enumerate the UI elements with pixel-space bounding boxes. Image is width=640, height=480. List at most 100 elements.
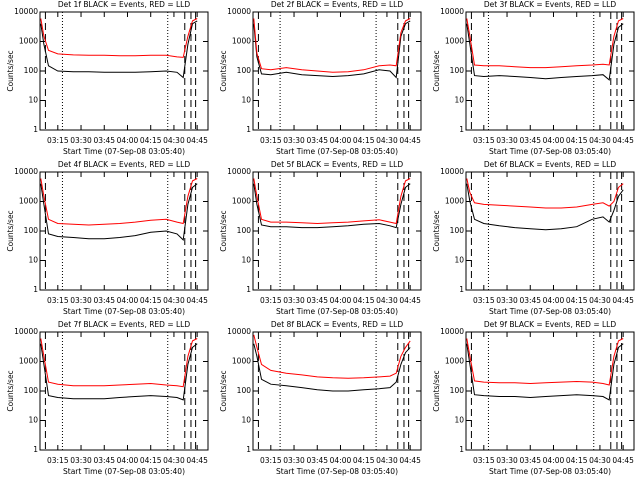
- chart-title: Det 9f BLACK = Events, RED = LLD: [484, 320, 617, 329]
- data-line: [466, 178, 624, 209]
- x-tick-label: 04:15: [353, 456, 375, 465]
- y-tick-label: 10000: [227, 167, 251, 176]
- chart-title: Det 7f BLACK = Events, RED = LLD: [58, 320, 191, 329]
- x-tick-label: 03:30: [70, 456, 92, 465]
- plot-frame: [465, 171, 635, 291]
- y-tick-label: 10000: [227, 327, 251, 336]
- data-line: [466, 338, 624, 386]
- x-tick-label: 03:15: [260, 296, 282, 305]
- x-axis-label: Start Time (07-Sep-08 03:05:40): [63, 147, 185, 156]
- chart-title: Det 5f BLACK = Events, RED = LLD: [271, 160, 404, 169]
- x-tick-label: 03:30: [283, 296, 305, 305]
- x-axis-label: Start Time (07-Sep-08 03:05:40): [276, 307, 398, 316]
- plot-frame: [465, 331, 635, 451]
- y-tick-label: 100: [237, 386, 252, 395]
- x-tick-label: 03:45: [93, 456, 115, 465]
- y-tick-label: 1: [246, 285, 251, 294]
- x-tick-label: 04:00: [117, 136, 139, 145]
- data-line: [40, 18, 198, 58]
- y-axis-label: Counts/sec: [219, 50, 228, 91]
- y-tick-label: 10000: [14, 7, 38, 16]
- y-axis-label: Counts/sec: [6, 370, 15, 411]
- data-line: [40, 183, 198, 241]
- x-tick-label: 03:45: [519, 296, 541, 305]
- data-line: [466, 183, 624, 231]
- y-tick-label: 1000: [232, 357, 251, 366]
- x-axis-label: Start Time (07-Sep-08 03:05:40): [63, 307, 185, 316]
- x-axis-label: Start Time (07-Sep-08 03:05:40): [276, 467, 398, 476]
- x-tick-label: 04:30: [376, 136, 398, 145]
- y-axis-label: Counts/sec: [432, 210, 441, 251]
- y-tick-label: 100: [24, 386, 39, 395]
- y-tick-label: 100: [237, 66, 252, 75]
- x-tick-label: 04:45: [612, 456, 634, 465]
- x-tick-label: 03:30: [283, 136, 305, 145]
- y-tick-label: 100: [450, 66, 465, 75]
- x-tick-label: 04:15: [140, 296, 162, 305]
- x-tick-label: 04:00: [543, 296, 565, 305]
- x-tick-label: 03:15: [473, 136, 495, 145]
- x-tick-label: 04:30: [163, 456, 185, 465]
- chart-title: Det 1f BLACK = Events, RED = LLD: [58, 0, 191, 9]
- y-tick-label: 10: [241, 96, 251, 105]
- chart-title: Det 2f BLACK = Events, RED = LLD: [271, 0, 404, 9]
- data-line: [40, 178, 198, 226]
- x-tick-label: 03:15: [47, 136, 69, 145]
- x-axis-label: Start Time (07-Sep-08 03:05:40): [276, 147, 398, 156]
- x-tick-label: 03:15: [473, 456, 495, 465]
- chart-title: Det 8f BLACK = Events, RED = LLD: [271, 320, 404, 329]
- x-tick-label: 04:00: [330, 136, 352, 145]
- y-tick-label: 10000: [227, 7, 251, 16]
- x-axis-label: Start Time (07-Sep-08 03:05:40): [489, 467, 611, 476]
- y-tick-label: 10: [28, 96, 38, 105]
- y-tick-label: 1000: [445, 37, 464, 46]
- y-tick-label: 10: [28, 256, 38, 265]
- data-line: [40, 343, 198, 401]
- y-tick-label: 1000: [445, 197, 464, 206]
- x-tick-label: 04:00: [543, 456, 565, 465]
- y-tick-label: 10: [241, 256, 251, 265]
- chart-title: Det 6f BLACK = Events, RED = LLD: [484, 160, 617, 169]
- plot-frame: [39, 331, 209, 451]
- data-line: [253, 178, 411, 225]
- plot-frame: [39, 171, 209, 291]
- x-tick-label: 04:45: [186, 296, 208, 305]
- y-tick-label: 1: [246, 125, 251, 134]
- y-tick-label: 10: [454, 256, 464, 265]
- data-line: [40, 338, 198, 388]
- y-tick-label: 1: [246, 445, 251, 454]
- y-tick-label: 10000: [440, 327, 464, 336]
- x-tick-label: 03:45: [306, 296, 328, 305]
- x-axis-label: Start Time (07-Sep-08 03:05:40): [63, 467, 185, 476]
- y-tick-label: 1000: [19, 37, 38, 46]
- y-tick-label: 10: [241, 416, 251, 425]
- x-tick-label: 04:45: [186, 456, 208, 465]
- y-tick-label: 1: [33, 285, 38, 294]
- x-axis-label: Start Time (07-Sep-08 03:05:40): [489, 307, 611, 316]
- x-tick-label: 03:45: [93, 296, 115, 305]
- y-tick-label: 1: [33, 125, 38, 134]
- x-tick-label: 04:45: [399, 296, 421, 305]
- data-line: [253, 183, 411, 229]
- y-axis-label: Counts/sec: [6, 50, 15, 91]
- y-tick-label: 10000: [14, 327, 38, 336]
- x-tick-label: 03:30: [70, 136, 92, 145]
- y-tick-label: 1: [33, 445, 38, 454]
- y-tick-label: 1: [459, 125, 464, 134]
- x-tick-label: 04:30: [163, 296, 185, 305]
- y-tick-label: 10: [454, 416, 464, 425]
- y-tick-label: 10000: [440, 167, 464, 176]
- x-tick-label: 04:30: [163, 136, 185, 145]
- y-tick-label: 100: [237, 226, 252, 235]
- data-line: [466, 23, 624, 81]
- x-tick-label: 03:15: [47, 296, 69, 305]
- y-tick-label: 1: [459, 445, 464, 454]
- x-tick-label: 04:30: [376, 296, 398, 305]
- x-tick-label: 04:00: [117, 456, 139, 465]
- x-tick-label: 03:30: [496, 296, 518, 305]
- y-tick-label: 10: [454, 96, 464, 105]
- x-tick-label: 04:30: [376, 456, 398, 465]
- y-axis-label: Counts/sec: [219, 370, 228, 411]
- x-tick-label: 04:15: [140, 456, 162, 465]
